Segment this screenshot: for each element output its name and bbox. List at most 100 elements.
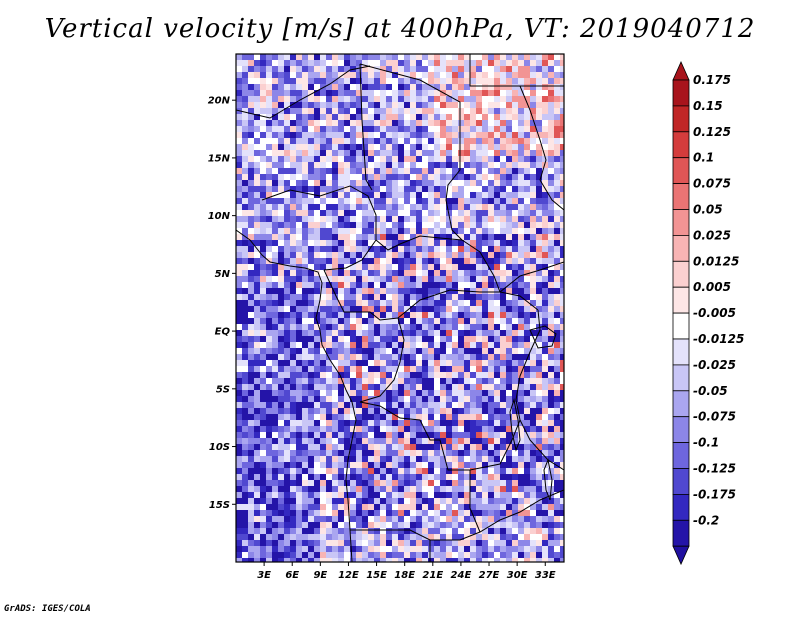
field-cell xyxy=(506,282,513,289)
field-cell xyxy=(476,102,483,109)
field-cell xyxy=(434,462,441,469)
field-cell xyxy=(446,126,453,133)
field-cell xyxy=(368,540,375,547)
field-cell xyxy=(512,204,519,211)
field-cell xyxy=(290,354,297,361)
field-cell xyxy=(536,246,543,253)
field-cell xyxy=(362,60,369,67)
field-cell xyxy=(512,282,519,289)
field-cell xyxy=(236,348,243,355)
field-cell xyxy=(476,558,483,562)
field-cell xyxy=(332,126,339,133)
field-cell xyxy=(290,516,297,523)
field-cell xyxy=(272,234,279,241)
field-cell xyxy=(320,522,327,529)
field-cell xyxy=(326,240,333,247)
field-cell xyxy=(554,504,561,511)
field-cell xyxy=(386,60,393,67)
field-cell xyxy=(290,138,297,145)
field-cell xyxy=(398,174,405,181)
field-cell xyxy=(302,486,309,493)
field-cell xyxy=(308,264,315,271)
field-cell xyxy=(284,126,291,133)
field-cell xyxy=(368,438,375,445)
field-cell xyxy=(452,372,459,379)
field-cell xyxy=(380,456,387,463)
field-cell xyxy=(536,108,543,115)
field-cell xyxy=(458,132,465,139)
field-cell xyxy=(464,462,471,469)
field-cell xyxy=(494,426,501,433)
field-cell xyxy=(362,378,369,385)
field-cell xyxy=(326,384,333,391)
field-cell xyxy=(404,492,411,499)
field-cell xyxy=(308,150,315,157)
field-cell xyxy=(440,558,447,562)
field-cell xyxy=(398,252,405,259)
field-cell xyxy=(284,168,291,175)
field-cell xyxy=(260,438,267,445)
field-cell xyxy=(290,522,297,529)
field-cell xyxy=(410,360,417,367)
field-cell xyxy=(356,426,363,433)
field-cell xyxy=(326,264,333,271)
field-cell xyxy=(416,180,423,187)
field-cell xyxy=(530,96,537,103)
field-cell xyxy=(284,78,291,85)
field-cell xyxy=(440,474,447,481)
field-cell xyxy=(392,390,399,397)
field-cell xyxy=(524,540,531,547)
field-cell xyxy=(512,378,519,385)
field-cell xyxy=(356,216,363,223)
field-cell xyxy=(326,546,333,553)
field-cell xyxy=(518,66,525,73)
field-cell xyxy=(296,426,303,433)
field-cell xyxy=(542,390,549,397)
field-cell xyxy=(410,408,417,415)
field-cell xyxy=(296,174,303,181)
field-cell xyxy=(500,144,507,151)
field-cell xyxy=(314,504,321,511)
field-cell xyxy=(284,150,291,157)
field-cell xyxy=(476,480,483,487)
lon-tick-label: 24E xyxy=(451,570,472,581)
field-cell xyxy=(368,234,375,241)
field-cell xyxy=(428,270,435,277)
field-cell xyxy=(440,186,447,193)
field-cell xyxy=(512,300,519,307)
field-cell xyxy=(338,72,345,79)
field-cell xyxy=(398,474,405,481)
field-cell xyxy=(554,222,561,229)
field-cell xyxy=(332,300,339,307)
field-cell xyxy=(398,498,405,505)
field-cell xyxy=(482,420,489,427)
field-cell xyxy=(302,192,309,199)
field-cell xyxy=(356,60,363,67)
field-cell xyxy=(296,312,303,319)
field-cell xyxy=(500,480,507,487)
field-cell xyxy=(296,366,303,373)
field-cell xyxy=(524,168,531,175)
field-cell xyxy=(446,480,453,487)
field-cell xyxy=(434,534,441,541)
field-cell xyxy=(452,396,459,403)
field-cell xyxy=(458,180,465,187)
field-cell xyxy=(518,156,525,163)
field-cell xyxy=(398,528,405,535)
field-cell xyxy=(374,384,381,391)
field-cell xyxy=(248,168,255,175)
field-cell xyxy=(338,492,345,499)
field-cell xyxy=(254,372,261,379)
field-cell xyxy=(302,402,309,409)
field-cell xyxy=(338,126,345,133)
field-cell xyxy=(248,540,255,547)
field-cell xyxy=(452,336,459,343)
field-cell xyxy=(302,438,309,445)
field-cell xyxy=(494,198,501,205)
field-cell xyxy=(494,312,501,319)
field-cell xyxy=(536,474,543,481)
field-cell xyxy=(440,114,447,121)
field-cell xyxy=(368,492,375,499)
field-cell xyxy=(488,414,495,421)
field-cell xyxy=(416,126,423,133)
